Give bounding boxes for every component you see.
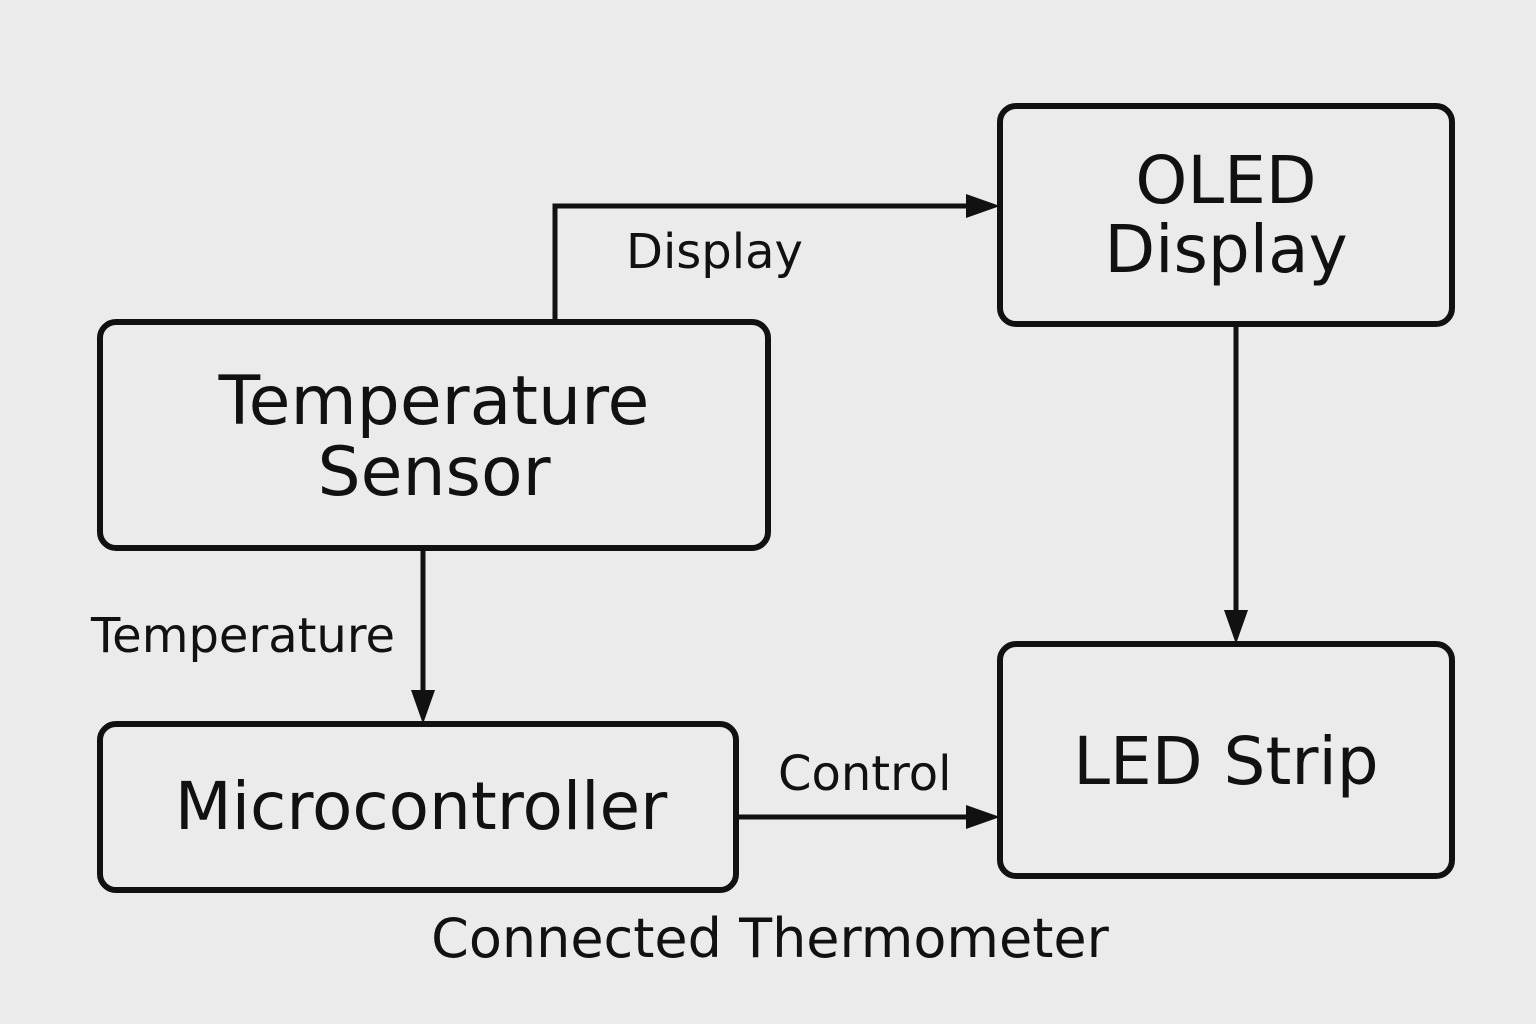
temperature-arrowhead [411, 690, 435, 724]
led-strip-label-line1: LED Strip [1073, 723, 1379, 801]
display-edge-label: Display [626, 224, 803, 280]
temperature-sensor-label-line2: Sensor [317, 433, 551, 512]
microcontroller-box [97, 721, 739, 893]
temperature-sensor-label: Temperature Sensor [100, 322, 768, 548]
diagram-title: Connected Thermometer [431, 907, 1109, 970]
temperature-edge-label: Temperature [91, 608, 396, 664]
display-arrowhead [966, 194, 1000, 218]
microcontroller-label: Microcontroller [100, 724, 736, 890]
oled-display-label-line2: Display [1104, 211, 1348, 288]
control-arrowhead [966, 805, 1000, 829]
oled-display-label-line1: OLED [1135, 141, 1317, 219]
temperature-sensor-label-line1: Temperature [218, 361, 650, 441]
oled-display-box [997, 103, 1455, 327]
oled-display-label: OLED Display [1000, 106, 1452, 324]
led-strip-box [997, 641, 1455, 879]
oled-to-led-arrowhead [1224, 610, 1248, 644]
temperature-sensor-box [97, 319, 771, 551]
microcontroller-label-line1: Microcontroller [174, 768, 668, 846]
control-edge-label: Control [778, 746, 952, 802]
led-strip-label: LED Strip [1000, 644, 1452, 876]
display-edge-line [552, 203, 972, 322]
